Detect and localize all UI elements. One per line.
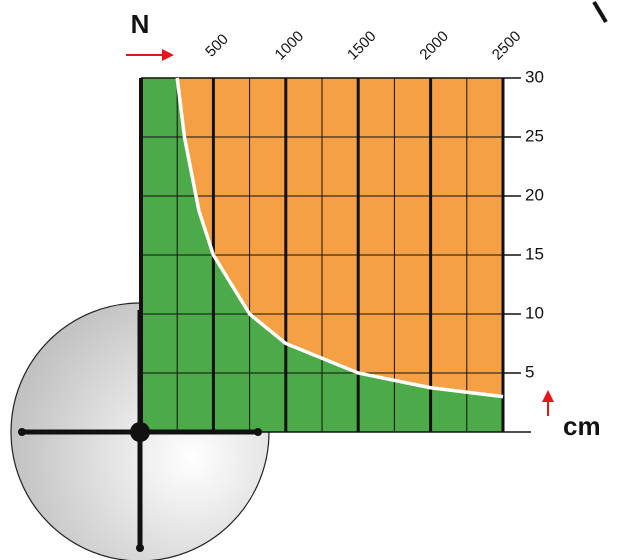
y-tick-label: 25 — [525, 126, 544, 145]
x-tick-label: 500 — [202, 31, 232, 61]
wheel-spokes — [18, 310, 262, 552]
y-tick-label: 30 — [525, 67, 544, 86]
y-tick-label: 10 — [525, 303, 544, 322]
x-tick-label: 1500 — [344, 28, 380, 64]
y-tick-label: 20 — [525, 185, 544, 204]
corner-mark — [592, 0, 608, 24]
y-axis-label: cm — [563, 411, 601, 441]
plot-area — [139, 77, 531, 433]
x-tick-label: 2000 — [416, 28, 452, 64]
x-arrow — [126, 49, 174, 61]
curve — [175, 77, 504, 399]
y-tick-label: 5 — [525, 362, 534, 381]
area-below — [141, 78, 503, 432]
x-tick-label: 1000 — [272, 28, 308, 64]
x-tick-label: 2500 — [489, 28, 525, 64]
x-axis-label: N — [131, 9, 150, 39]
y-tick-label: 15 — [525, 244, 544, 263]
y-arrow — [542, 390, 554, 416]
